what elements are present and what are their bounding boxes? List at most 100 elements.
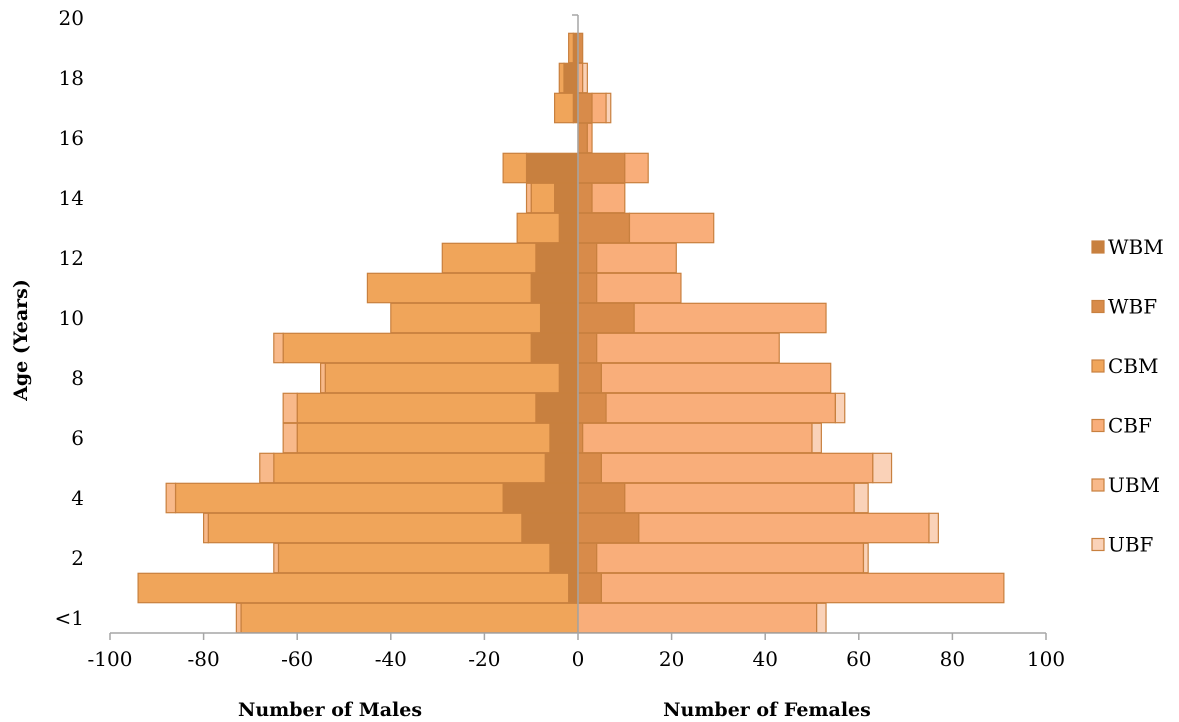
legend-label-wbm: WBM (1108, 235, 1164, 259)
bar-wbm-age-4 (502, 482, 579, 514)
bar-wbf-age-9 (577, 332, 598, 364)
legend-swatch-ubf (1091, 537, 1105, 552)
bar-ubm-age-0 (235, 602, 242, 634)
bar-cbm-age-19 (568, 32, 574, 64)
bar-ubm-age-5 (259, 452, 275, 484)
bar-wbf-age-5 (577, 452, 602, 484)
bar-cbm-age-4 (174, 482, 504, 514)
y-tick-label: 10 (59, 306, 84, 330)
bar-wbm-age-5 (544, 452, 579, 484)
bar-cbf-age-6 (582, 422, 813, 454)
x-tick-label: 100 (1027, 647, 1065, 671)
bar-cbf-age-15 (624, 152, 649, 184)
bar-ubm-age-7 (282, 392, 298, 424)
y-tick-label: 16 (59, 126, 84, 150)
bar-cbf-age-17 (591, 92, 607, 124)
bar-wbf-age-3 (577, 512, 640, 544)
x-tick-label: -40 (375, 647, 407, 671)
bar-ubf-age-2 (862, 542, 869, 574)
bar-cbf-age-12 (596, 242, 677, 274)
bar-cbf-age-10 (633, 302, 827, 334)
x-tick-label: -80 (187, 647, 219, 671)
legend-label-ubf: UBF (1108, 533, 1154, 557)
bar-ubf-age-0 (816, 602, 827, 634)
x-tick-label: -20 (468, 647, 500, 671)
bar-wbf-age-15 (577, 152, 626, 184)
bar-wbm-age-15 (525, 152, 579, 184)
bar-wbm-age-3 (521, 512, 579, 544)
bar-ubf-age-5 (872, 452, 893, 484)
x-tick-label: 80 (940, 647, 965, 671)
x-tick-label: 20 (659, 647, 684, 671)
bar-wbm-age-9 (530, 332, 579, 364)
bar-cbm-age-11 (366, 272, 532, 304)
bar-ubm-age-8 (320, 362, 326, 394)
legend-swatch-cbm (1091, 359, 1105, 373)
bar-wbf-age-16 (577, 122, 588, 154)
bar-cbf-age-0 (577, 602, 818, 634)
bar-cbf-age-11 (596, 272, 682, 304)
bar-cbm-age-12 (441, 242, 537, 274)
bar-wbm-age-2 (549, 542, 579, 574)
x-tick-labels: -100 -80 -60 -40 -20 0 20 40 60 80 100 (88, 647, 1066, 671)
bar-cbm-age-5 (273, 452, 546, 484)
bar-wbm-age-1 (568, 572, 579, 604)
bar-cbm-age-9 (282, 332, 532, 364)
bar-wbf-age-13 (577, 212, 631, 244)
bar-wbm-age-10 (539, 302, 579, 334)
bar-cbf-age-1 (600, 572, 1005, 604)
bar-cbf-age-5 (600, 452, 874, 484)
x-tick-label: -100 (88, 647, 133, 671)
legend-swatch-wbf (1091, 299, 1105, 314)
bar-cbf-age-8 (600, 362, 832, 394)
x-axis-title-females: Number of Females (663, 699, 871, 721)
legend-label-cbm: CBM (1108, 354, 1158, 378)
bar-cbm-age-3 (207, 512, 523, 544)
bar-cbf-age-14 (591, 182, 626, 214)
bar-cbf-age-3 (638, 512, 930, 544)
bar-cbm-age-15 (502, 152, 528, 184)
y-axis-title: Age (Years) (10, 279, 32, 402)
bar-wbf-age-11 (577, 272, 598, 304)
legend-swatch-ubm (1091, 478, 1105, 492)
bar-wbm-age-13 (558, 212, 579, 244)
bar-wbm-age-7 (535, 392, 579, 424)
bar-ubf-age-17 (605, 92, 612, 124)
bar-cbm-age-6 (296, 422, 551, 454)
bar-cbf-age-4 (624, 482, 855, 514)
bar-wbf-age-14 (577, 182, 593, 214)
bar-ubm-age-6 (282, 422, 298, 454)
legend-label-ubm: UBM (1108, 473, 1160, 497)
legend: WBM WBF CBM CBF UBM UBF (1091, 235, 1164, 557)
y-tick-label: 8 (71, 366, 84, 390)
bar-wbm-age-11 (530, 272, 579, 304)
bars-layer (137, 32, 1005, 634)
bar-wbm-age-12 (535, 242, 579, 274)
bar-cbm-age-2 (277, 542, 551, 574)
y-tick-label: 14 (59, 186, 84, 210)
bar-ubf-age-4 (853, 482, 869, 514)
bar-wbm-age-18 (563, 62, 579, 94)
legend-swatch-cbf (1091, 418, 1105, 433)
bar-ubm-age-4 (165, 482, 177, 514)
axes-layer (109, 14, 1047, 640)
y-tick-label: 12 (59, 246, 84, 270)
bar-cbm-age-14 (530, 182, 556, 214)
bar-cbm-age-8 (324, 362, 560, 394)
bar-wbm-age-8 (558, 362, 579, 394)
y-tick-labels: <1 2 4 6 8 10 12 14 16 18 20 (55, 6, 84, 630)
bar-cbm-age-7 (296, 392, 537, 424)
bar-ubf-age-6 (811, 422, 822, 454)
bar-cbf-age-9 (596, 332, 780, 364)
bar-wbf-age-2 (577, 542, 598, 574)
x-tick-label: 0 (572, 647, 585, 671)
bar-wbf-age-8 (577, 362, 602, 394)
x-tick-label: -60 (281, 647, 313, 671)
y-tick-label: 18 (59, 66, 84, 90)
bar-wbf-age-12 (577, 242, 598, 274)
bar-cbm-age-13 (516, 212, 560, 244)
bar-wbm-age-6 (549, 422, 579, 454)
bar-cbf-age-13 (628, 212, 715, 244)
bar-ubf-age-18 (582, 62, 588, 94)
